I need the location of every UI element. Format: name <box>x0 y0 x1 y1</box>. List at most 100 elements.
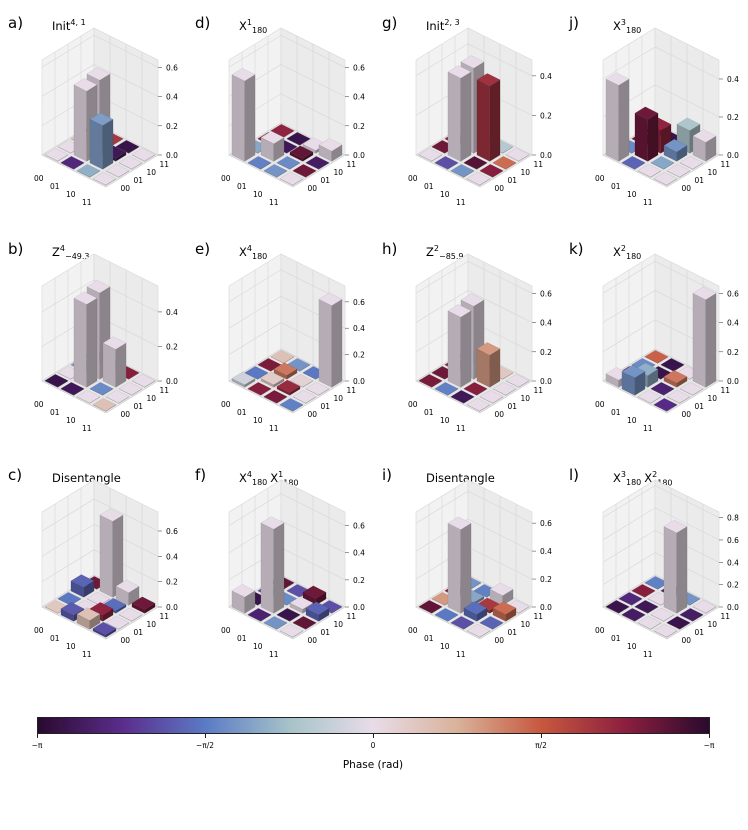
bar-3-0 <box>653 623 678 638</box>
z-tick-label: 0.4 <box>353 324 365 333</box>
x-tick-label: 10 <box>627 642 637 651</box>
z-tick-label: 0.6 <box>540 289 552 298</box>
bar-2-3 <box>115 139 140 154</box>
z-tick-label: 0.0 <box>727 603 739 612</box>
grid-line <box>41 498 159 532</box>
panel-title-base: X <box>239 470 247 485</box>
x-tick-label: 10 <box>253 642 263 651</box>
panel-title-superscript: 1 <box>278 470 284 479</box>
bar-1-0 <box>247 381 272 396</box>
x-tick-label: 11 <box>82 424 92 433</box>
z-tick-label: 0.4 <box>540 72 552 81</box>
y-tick-label: 11 <box>347 160 357 169</box>
y-tick-label: 00 <box>121 184 131 193</box>
x-tick-label: 01 <box>424 182 434 191</box>
x-tick-label: 11 <box>269 650 279 659</box>
bar-1-0 <box>247 155 272 170</box>
bar-2-0 <box>450 163 475 178</box>
z-tick-label: 0.2 <box>540 575 552 584</box>
bar-3-2 <box>492 155 517 170</box>
panel-title: X4180 X1180 <box>239 470 299 487</box>
z-tick-label: 0.2 <box>353 576 365 585</box>
bar-3-2 <box>305 381 330 396</box>
bar-1-0 <box>60 602 85 622</box>
z-tick-label: 0.0 <box>540 151 552 160</box>
z-tick-label: 0.6 <box>353 298 365 307</box>
bar-0-0 <box>605 599 630 614</box>
z-tick-label: 0.2 <box>540 348 552 357</box>
bar-1-1 <box>447 304 472 388</box>
y-tick-label: 01 <box>695 628 705 637</box>
bar-0-0 <box>418 599 443 614</box>
y-tick-label: 00 <box>682 184 692 193</box>
bar-0-0 <box>231 584 256 614</box>
panel-label: h) <box>382 240 398 258</box>
bar-2-0 <box>450 389 475 404</box>
x-tick-label: 01 <box>237 182 247 191</box>
bar-1-3 <box>660 357 685 372</box>
panel-label: k) <box>569 240 584 258</box>
x-tick-label: 11 <box>643 198 653 207</box>
bar-3-2 <box>679 381 704 396</box>
panel-label: g) <box>382 14 398 32</box>
y-tick-label: 10 <box>708 168 718 177</box>
bar-3-0 <box>466 171 491 186</box>
colorbar-tick <box>37 734 38 738</box>
panel-label: e) <box>195 240 211 258</box>
panel-title-subscript: 180 <box>251 252 268 262</box>
x-tick-label: 11 <box>456 198 466 207</box>
bar-1-3 <box>286 131 311 146</box>
y-tick-label: 11 <box>347 386 357 395</box>
grid-line <box>602 574 720 608</box>
bar-3-1 <box>666 389 691 404</box>
z-tick-label: 0.0 <box>166 377 178 386</box>
bar3d-panel: e) X4180 0.0 0.2 0.4 0.6 00 01 10 11 00 01 10 11 <box>187 226 374 456</box>
panel-title-subscript: 180 <box>657 478 673 488</box>
z-tick-label: 0.2 <box>166 342 178 351</box>
bar-1-1 <box>634 599 659 614</box>
bar-1-0 <box>621 155 646 170</box>
x-tick-label: 00 <box>408 400 418 409</box>
panel-title: Z2−85.9 <box>426 244 464 261</box>
z-tick-label: 0.0 <box>540 603 552 612</box>
x-tick-label: 01 <box>237 408 247 417</box>
colorbar-tick-label: π/2 <box>535 741 547 750</box>
y-tick-label: 11 <box>160 160 170 169</box>
x-tick-label: 01 <box>424 634 434 643</box>
bar-2-0 <box>263 163 288 178</box>
x-tick-label: 10 <box>66 416 76 425</box>
bar-2-2 <box>663 138 688 162</box>
grid-line <box>41 34 159 68</box>
x-tick-label: 11 <box>269 424 279 433</box>
y-tick-label: 11 <box>160 612 170 621</box>
bar-0-3 <box>270 349 295 364</box>
grid-line <box>41 523 159 557</box>
bar-3-2 <box>305 155 330 170</box>
panel-title-subscript: 180 <box>251 26 268 36</box>
y-tick-label: 10 <box>334 168 344 177</box>
bar-3-2 <box>679 155 704 170</box>
bar-2-0 <box>76 163 101 178</box>
bar-2-1 <box>463 381 488 396</box>
z-tick-label: 0.6 <box>166 527 178 536</box>
bar-3-1 <box>666 163 691 178</box>
bar-1-0 <box>60 155 85 170</box>
bar3d-panel: i) Disentangle 0.0 0.2 0.4 0.6 00 01 10 11 00 01 10 1… <box>374 452 561 682</box>
z-tick-label: 0.2 <box>353 122 365 131</box>
bar-1-0 <box>60 381 85 396</box>
x-tick-label: 01 <box>237 634 247 643</box>
z-tick-label: 0.0 <box>540 377 552 386</box>
bar-3-1 <box>666 615 691 630</box>
z-tick-label: 0.0 <box>166 151 178 160</box>
x-tick-label: 00 <box>595 626 605 635</box>
bar-3-0 <box>653 171 678 186</box>
y-tick-label: 01 <box>695 402 705 411</box>
y-tick-label: 11 <box>721 386 731 395</box>
bar-3-2 <box>118 155 143 170</box>
bar3d-panel: f) X4180 X1180 0.0 0.2 0.4 0.6 00 01 10 11 00 01 10 11 <box>187 452 374 682</box>
panel-title-superscript: 1 <box>246 18 252 27</box>
grid-line <box>602 507 720 541</box>
grid-line <box>415 290 533 323</box>
